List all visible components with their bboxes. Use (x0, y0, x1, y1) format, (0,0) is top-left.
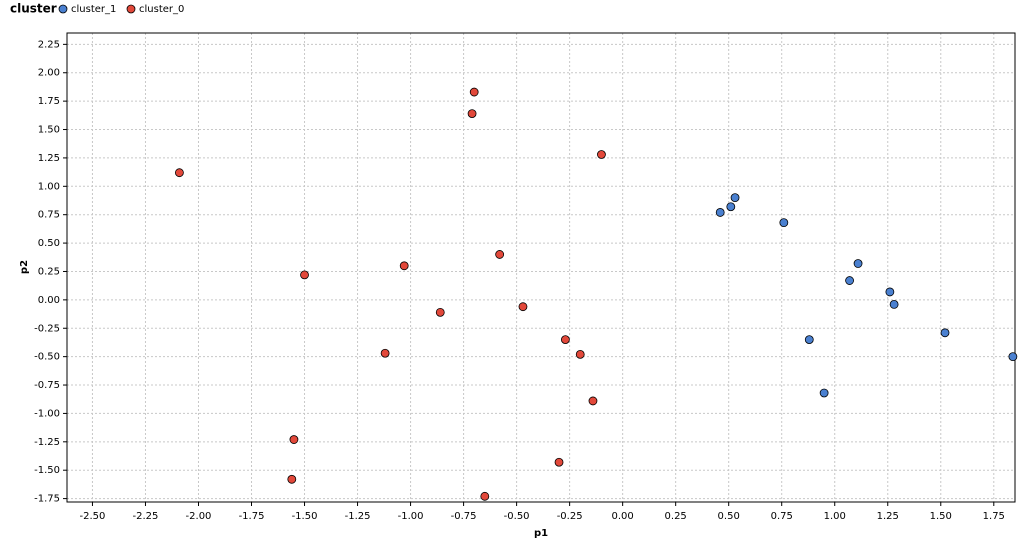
x-tick-label: -0.75 (451, 511, 477, 522)
y-tick-label: -0.25 (34, 323, 60, 334)
y-tick-label: 0.00 (38, 295, 60, 306)
point (804, 335, 814, 345)
legend-label: cluster_1 (71, 4, 116, 15)
y-axis-label: p2 (19, 260, 30, 274)
point (588, 396, 598, 406)
legend-marker (126, 4, 136, 14)
x-tick-label: -0.50 (504, 511, 530, 522)
point (845, 276, 854, 285)
y-tick-label: 0.50 (38, 238, 60, 249)
point (287, 474, 297, 484)
y-tick-label: -1.50 (34, 465, 60, 476)
point (560, 335, 570, 345)
x-tick-label: -2.50 (80, 511, 106, 522)
x-tick-label: 1.25 (877, 511, 899, 522)
x-tick-label: 1.50 (930, 511, 952, 522)
point (889, 300, 899, 309)
point (597, 150, 606, 159)
y-tick-label: -1.00 (34, 408, 60, 419)
y-tick-label: -1.25 (34, 437, 60, 448)
x-tick-label: -2.00 (186, 511, 212, 522)
point (554, 457, 564, 467)
point (726, 202, 736, 212)
y-tick-label: 2.25 (38, 39, 60, 50)
y-tick-label: 0.75 (38, 210, 60, 221)
x-tick-label: -1.25 (345, 511, 371, 522)
x-tick-label: 0.75 (771, 511, 793, 522)
point (289, 435, 299, 444)
y-tick-label: 1.25 (38, 153, 60, 164)
point (399, 261, 409, 271)
point (575, 349, 585, 359)
x-axis-label: p1 (534, 528, 548, 539)
point (467, 109, 477, 119)
legend-label: cluster_0 (139, 4, 184, 15)
point (480, 491, 490, 501)
y-tick-label: 1.75 (38, 96, 60, 107)
x-tick-label: -2.25 (133, 511, 159, 522)
point (469, 87, 479, 97)
y-tick-label: -0.75 (34, 380, 60, 391)
point (1008, 352, 1018, 362)
y-tick-label: 2.00 (38, 68, 60, 79)
x-tick-label: -1.00 (398, 511, 424, 522)
point (518, 302, 528, 312)
point (885, 287, 895, 297)
y-tick-label: -0.50 (34, 352, 60, 363)
x-tick-label: -0.25 (557, 511, 583, 522)
y-tick-label: 1.00 (38, 181, 60, 192)
point (715, 208, 725, 217)
x-tick-label: 1.00 (824, 511, 846, 522)
legend-marker (58, 4, 68, 14)
x-tick-label: 0.25 (665, 511, 687, 522)
point (940, 328, 950, 338)
point (853, 259, 863, 268)
point (380, 348, 390, 358)
plot-border (66, 32, 1016, 503)
x-tick-label: 0.50 (718, 511, 740, 522)
point (730, 193, 740, 203)
y-tick-label: -1.75 (34, 494, 60, 505)
point (495, 250, 505, 259)
x-tick-label: 0.00 (612, 511, 634, 522)
x-tick-label: -1.75 (239, 511, 265, 522)
y-tick-label: 0.25 (38, 266, 60, 277)
x-tick-label: 1.75 (983, 511, 1005, 522)
legend-title: cluster (10, 2, 57, 16)
point (300, 270, 309, 280)
point (175, 168, 184, 178)
point (779, 218, 789, 228)
x-tick-label: -1.50 (292, 511, 318, 522)
point (435, 307, 445, 317)
point (819, 388, 829, 398)
y-tick-label: 1.50 (38, 125, 60, 136)
